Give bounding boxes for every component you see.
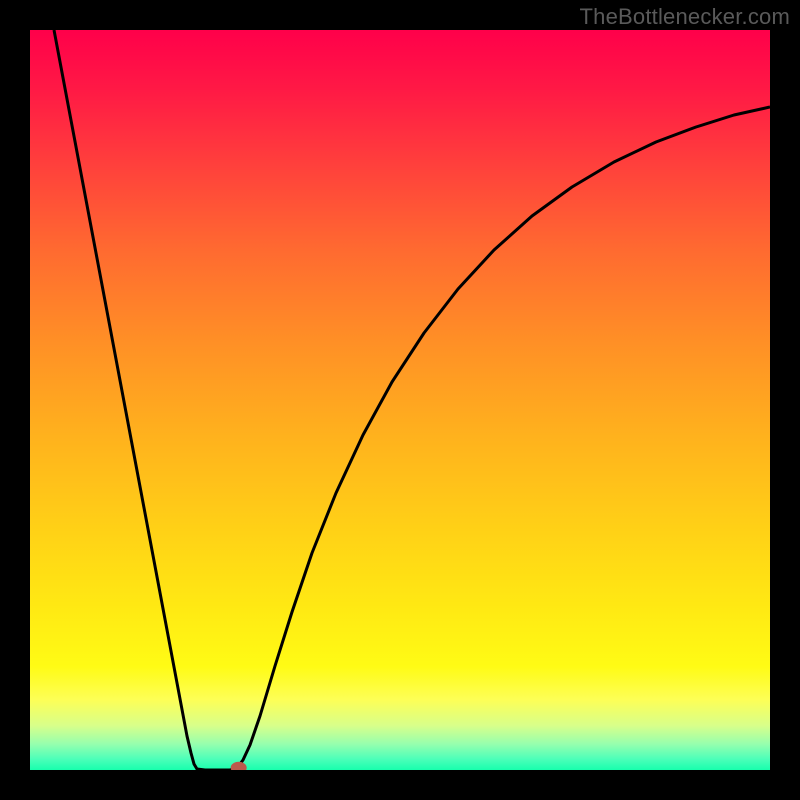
gradient-background [30, 30, 770, 770]
watermark-text: TheBottlenecker.com [580, 4, 790, 30]
chart-container: TheBottlenecker.com [0, 0, 800, 800]
plot-area [30, 30, 770, 770]
